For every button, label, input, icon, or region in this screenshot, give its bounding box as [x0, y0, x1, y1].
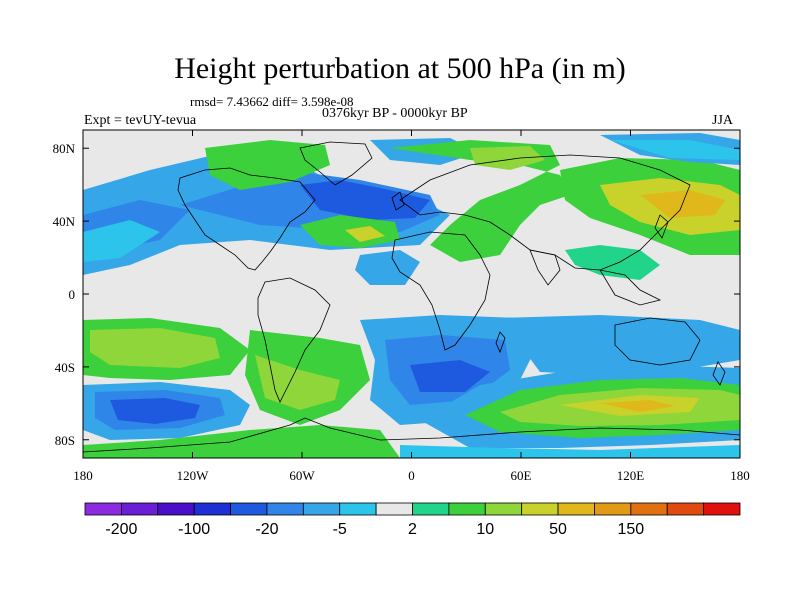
contour-atlantic-low-core — [300, 180, 430, 220]
colorbar-swatch — [412, 502, 450, 516]
y-tick-label: 80S — [55, 433, 75, 448]
colorbar-label: 50 — [549, 521, 567, 538]
contour-indian-ocean-blue — [500, 315, 740, 375]
coast-north-america — [177, 167, 316, 271]
colorbar-label: -200 — [105, 521, 137, 538]
coast-australia — [614, 317, 701, 366]
contour-arctic-pacific-cyan — [610, 140, 740, 160]
y-tick-label: 80N — [53, 141, 76, 156]
y-tick-label: 0 — [69, 287, 76, 302]
experiment-label: Expt = tevUY-tevua — [84, 113, 197, 128]
x-tick-label: 120W — [177, 468, 210, 483]
season-label: JJA — [712, 113, 734, 128]
colorbar-swatch — [302, 502, 341, 516]
x-tick-label: 60W — [289, 468, 315, 483]
contour-southern-ocean-orange — [600, 400, 675, 412]
coast-africa — [391, 231, 491, 351]
colorbar-swatch — [193, 502, 231, 516]
coast-japan — [654, 214, 669, 239]
x-tick-label: 180 — [730, 468, 750, 483]
colorbar-swatch — [84, 502, 122, 516]
colorbar-swatch — [230, 502, 268, 516]
colorbar-swatch — [594, 502, 632, 516]
contour-africa-blue — [355, 250, 420, 285]
coastlines — [83, 141, 740, 453]
colorbar-swatch — [666, 502, 705, 516]
contour-mideast-green — [565, 245, 660, 280]
x-tick-label: 180 — [73, 468, 93, 483]
period-label: 0376kyr BP - 0000kyr BP — [322, 106, 468, 121]
colorbar-swatch — [484, 502, 523, 516]
rmsd-diff-stats: rmsd= 7.43662 diff= 3.598e-08 — [190, 94, 354, 109]
x-tick-label: 0 — [408, 468, 415, 483]
colorbar-label: 150 — [617, 521, 644, 538]
colorbar-swatch — [521, 502, 559, 516]
contour-sh-pacific-low-core — [110, 398, 200, 424]
coast-britain — [391, 191, 405, 211]
axes: 180 120W 60W 0 60E 120E 180 80N 40N 0 40S 80S — [53, 130, 750, 483]
contour-eurasia-yellow — [470, 146, 545, 170]
coast-greenland — [299, 141, 373, 186]
y-tick-label: 40S — [55, 360, 75, 375]
colorbar-label: 10 — [476, 521, 494, 538]
coast-eurasia — [399, 154, 691, 271]
colorbar: -200 -100 -20 -5 2 10 50 150 — [84, 502, 741, 538]
coast-india — [529, 249, 561, 286]
filled-contour-field — [83, 130, 740, 458]
coast-new-zealand — [712, 361, 726, 386]
y-tick-label: 40N — [53, 214, 76, 229]
colorbar-swatch — [157, 502, 195, 516]
colorbar-swatch — [375, 502, 413, 516]
colorbar-swatch — [630, 502, 668, 516]
contour-eurasia-green — [390, 140, 570, 262]
contour-south-atlantic-core — [410, 360, 490, 392]
x-tick-label: 60E — [511, 468, 532, 483]
coast-madagascar — [495, 331, 506, 354]
contour-sh-antarctic-green — [83, 425, 400, 458]
colorbar-swatch — [339, 502, 377, 516]
coast-antarctica — [83, 417, 740, 453]
colorbar-swatch — [557, 502, 595, 516]
coast-south-america — [257, 277, 331, 403]
colorbar-label: -20 — [255, 521, 278, 538]
colorbar-label: -100 — [178, 521, 210, 538]
contour-nh-americas-cyan — [83, 220, 160, 262]
chart-title: Height perturbation at 500 hPa (in m) — [174, 52, 626, 85]
colorbar-swatch — [703, 502, 741, 516]
contour-sh-pacific-yellow — [90, 328, 220, 368]
colorbar-swatch — [266, 502, 304, 516]
colorbar-swatch — [448, 502, 486, 516]
contour-greenland-green — [205, 140, 330, 190]
colorbar-label: -5 — [333, 521, 347, 538]
contour-north-atlantic-yellow — [345, 226, 385, 242]
x-tick-label: 120E — [617, 468, 645, 483]
contour-south-america-yellow — [255, 355, 340, 410]
colorbar-swatch — [120, 502, 159, 516]
contour-antarctic-blue — [400, 445, 740, 458]
coast-southeast-asia — [599, 269, 662, 306]
colorbar-label: 2 — [408, 521, 417, 538]
